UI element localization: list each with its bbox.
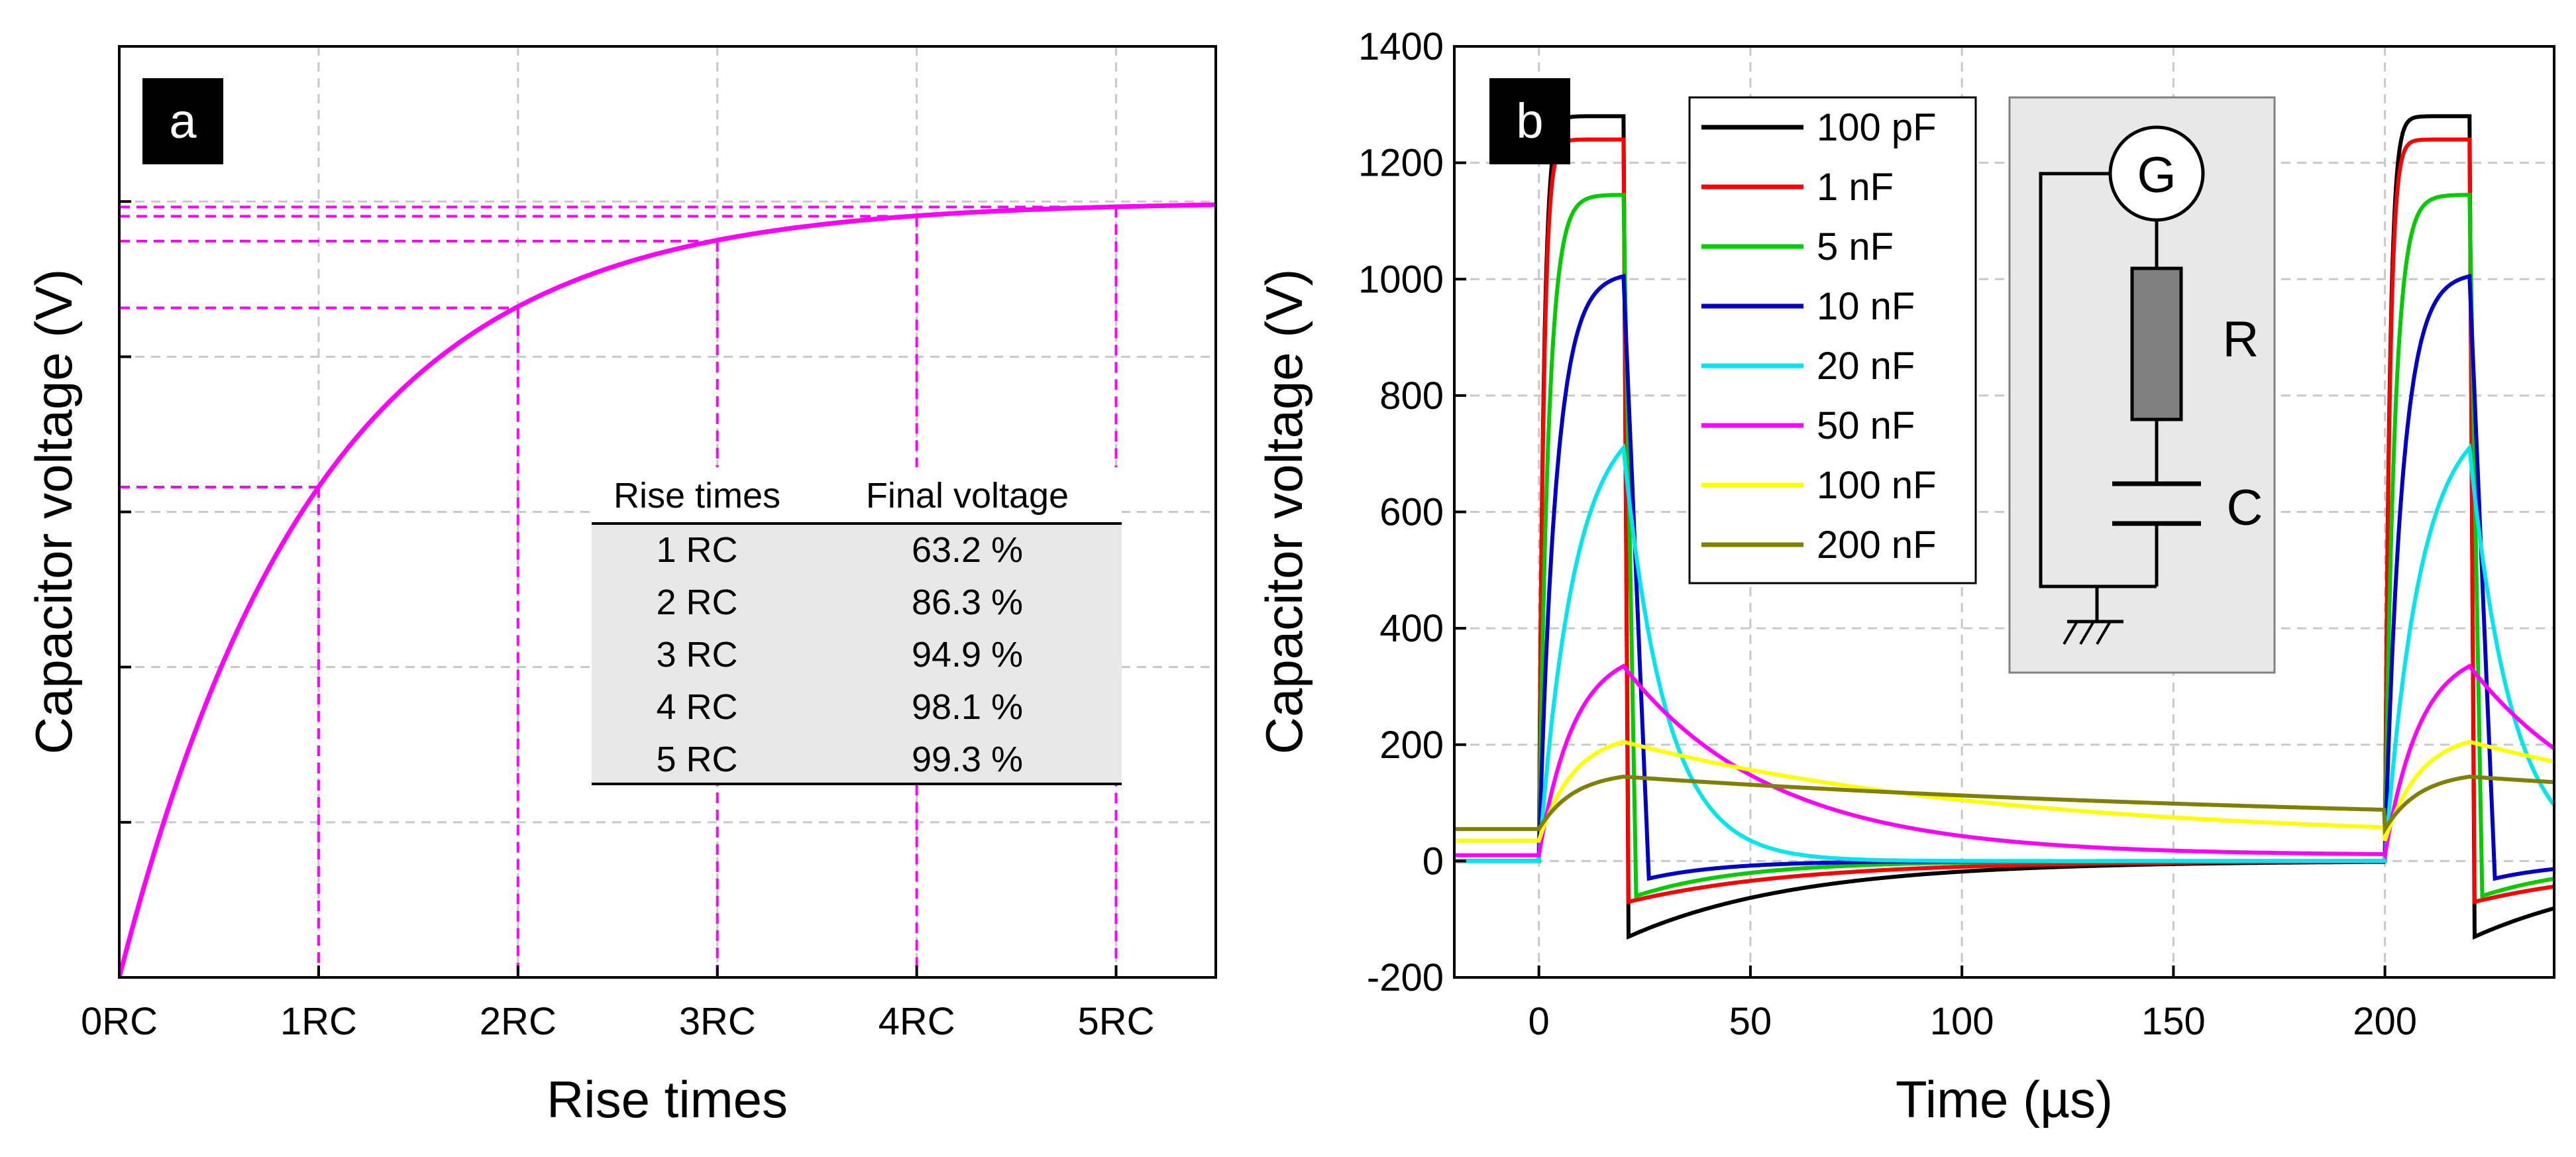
legend-label: 20 nF (1817, 345, 1915, 388)
panel-a-x-tick-label: 1RC (280, 1000, 357, 1043)
panel-b-x-tick-label: 0 (1529, 1000, 1550, 1043)
panel-b: 0 50 100 150 200 -200 0 200 400 600 800 1000 1200 14… (1255, 25, 2555, 1129)
table-header-background (592, 467, 1122, 523)
legend-label: 5 nF (1817, 225, 1894, 268)
panel-b-x-ticks: 0 50 100 150 200 (1529, 965, 2417, 1043)
legend-label: 1 nF (1817, 166, 1894, 209)
table-header-rise-times: Rise times (614, 476, 780, 516)
series-line (1454, 663, 2554, 860)
panel-b-legend: 100 pF 1 nF 5 nF 10 nF 20 nF 50 nF 100 nF 200 n… (1688, 96, 1977, 584)
table-cell-final-voltage: 98.1 % (912, 687, 1023, 727)
panel-b-letter: b (1516, 93, 1543, 148)
series-line (1454, 740, 2554, 843)
circuit-inset: G R C (2008, 96, 2276, 674)
legend-items: 100 pF 1 nF 5 nF 10 nF 20 nF 50 nF 100 nF 200 n… (1701, 106, 1937, 567)
resistor-symbol (2130, 266, 2183, 421)
panel-b-x-tick-label: 150 (2141, 1000, 2206, 1043)
panel-b-y-tick-label: -200 (1367, 956, 1444, 999)
legend-box (1688, 96, 1977, 584)
table-cell-rise-time: 3 RC (656, 635, 737, 675)
legend-label: 100 pF (1817, 106, 1937, 149)
panel-b-y-tick-label: 400 (1379, 607, 1444, 650)
panel-a: 0RC 1RC 2RC 3RC 4RC 5RC Rise times Capacitor … (25, 45, 1217, 1129)
panel-a-x-tick-label: 0RC (81, 1000, 158, 1043)
panel-b-x-tick-label: 200 (2353, 1000, 2417, 1043)
panel-b-x-tick-label: 100 (1930, 1000, 1994, 1043)
panel-b-series (1454, 114, 2554, 940)
panel-a-y-label: Capacitor voltage (V) (25, 269, 83, 755)
panel-b-y-ticks: -200 0 200 400 600 800 1000 1200 1400 (1358, 25, 1466, 999)
panel-a-letter-box (142, 78, 223, 164)
panel-b-letter-box (1489, 78, 1570, 164)
panel-b-y-tick-label: 200 (1379, 724, 1444, 767)
panel-a-x-label: Rise times (547, 1070, 788, 1129)
table-cell-rise-time: 5 RC (656, 740, 737, 779)
legend-label: 200 nF (1817, 523, 1937, 567)
legend-label: 50 nF (1817, 404, 1915, 447)
panel-a-x-tick-label: 4RC (879, 1000, 955, 1043)
table-cell-final-voltage: 86.3 % (912, 582, 1023, 622)
panel-a-x-tick-label: 2RC (480, 1000, 557, 1043)
table-cell-rise-time: 1 RC (656, 530, 737, 570)
panel-a-x-tick-label: 3RC (679, 1000, 756, 1043)
rise-times-table: Rise times Final voltage 1 RC 63.2 % 2 RC 8… (592, 467, 1122, 785)
series-line (1454, 774, 2554, 836)
resistor-label: R (2223, 311, 2259, 368)
panel-a-x-tick-label: 5RC (1078, 1000, 1155, 1043)
table-header-final-voltage: Final voltage (866, 476, 1069, 516)
panel-b-y-tick-label: 1200 (1358, 142, 1444, 185)
table-cell-final-voltage: 94.9 % (912, 635, 1023, 675)
table-rows: 1 RC 63.2 % 2 RC 86.3 % 3 RC 94.9 % 4 RC 98.1 %… (656, 530, 1023, 779)
panel-b-y-tick-label: 600 (1379, 491, 1444, 534)
table-cell-final-voltage: 99.3 % (912, 740, 1023, 779)
panel-a-y-ticks (119, 200, 131, 824)
panel-b-y-tick-label: 1400 (1358, 25, 1444, 68)
table-cell-rise-time: 2 RC (656, 582, 737, 622)
panel-b-x-tick-label: 50 (1729, 1000, 1772, 1043)
panel-a-curve (119, 202, 1216, 977)
panel-b-y-tick-label: 800 (1379, 374, 1444, 417)
panel-b-y-tick-label: 1000 (1358, 258, 1444, 301)
panel-a-x-ticks: 0RC 1RC 2RC 3RC 4RC 5RC (81, 965, 1155, 1043)
panel-a-letter: a (169, 93, 197, 148)
capacitor-label: C (2227, 480, 2263, 536)
legend-label: 100 nF (1817, 464, 1937, 507)
panel-b-x-label: Time (µs) (1896, 1070, 2113, 1129)
ground-icon (2063, 586, 2123, 645)
legend-label: 10 nF (1817, 285, 1915, 328)
generator-label: G (2137, 147, 2176, 203)
series-line (1454, 443, 2554, 863)
table-cell-rise-time: 4 RC (656, 687, 737, 727)
panel-b-y-tick-label: 0 (1422, 840, 1444, 883)
panel-b-y-label: Capacitor voltage (V) (1255, 269, 1313, 755)
table-cell-final-voltage: 63.2 % (912, 530, 1023, 570)
